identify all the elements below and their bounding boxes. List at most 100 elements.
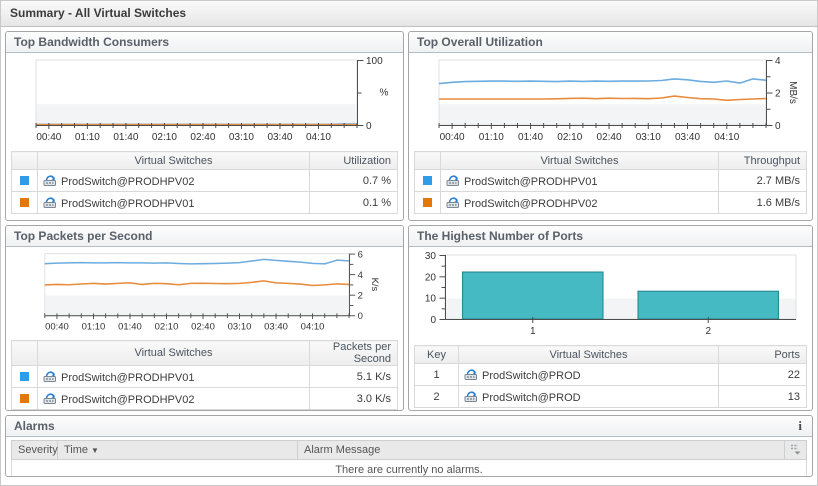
- svg-text:02:40: 02:40: [597, 132, 622, 143]
- svg-text:0: 0: [366, 121, 372, 132]
- svg-text:01:10: 01:10: [479, 132, 504, 143]
- legend-swatch: [20, 372, 29, 382]
- virtual-switch-name-cell: ProdSwitch@PRODHPV02: [37, 387, 310, 410]
- column-header-virtual-switches: Virtual Switches: [37, 151, 310, 170]
- utilization-chart: 0 2 4 MB/s 00:40 01:10 01:40 02:10 02:40 03:10 03:…: [438, 56, 798, 143]
- legend-swatch-cell: [11, 191, 38, 214]
- legend-swatch-cell: [11, 169, 38, 192]
- panel-title-ports: The Highest Number of Ports: [417, 229, 584, 243]
- panel-overall-utilization: Top Overall Utilization 0 2 4 MB/s 00:40 01:1…: [408, 31, 813, 221]
- column-header-packets-per-second: Packets per Second: [309, 340, 398, 366]
- virtual-switch-name: ProdSwitch@PRODHPV02: [61, 393, 195, 406]
- virtual-switch-name: ProdSwitch@PROD: [482, 391, 581, 404]
- column-header-virtual-switches: Virtual Switches: [440, 151, 719, 170]
- svg-text:02:40: 02:40: [191, 321, 215, 332]
- ports-table: Key Virtual Switches Ports 1 ProdSwitch@P…: [414, 345, 807, 408]
- packets-chart: 0 2 4 6 K/s 00:40 01:10 01:40 02:10 02:40 03:10 03:…: [44, 249, 380, 332]
- table-row[interactable]: ProdSwitch@PRODHPV01 5.1 K/s: [11, 365, 398, 388]
- svg-text:6: 6: [358, 249, 363, 260]
- svg-text:20: 20: [425, 272, 437, 283]
- value-cell: 3.0 K/s: [309, 387, 398, 410]
- svg-text:01:10: 01:10: [75, 132, 100, 143]
- table-row[interactable]: 2 ProdSwitch@PROD 13: [414, 385, 807, 408]
- svg-text:03:40: 03:40: [675, 132, 700, 143]
- virtual-switch-icon: [43, 196, 61, 210]
- value-cell: 0.1 %: [309, 191, 398, 214]
- dashboard-content: Top Bandwidth Consumers 0 100% 00:40 01:10 0…: [1, 27, 817, 481]
- panel-title-packets: Top Packets per Second: [14, 229, 153, 243]
- column-header-key: Key: [414, 345, 459, 364]
- sort-descending-icon: ▼: [91, 446, 99, 455]
- panel-highest-number-of-ports: The Highest Number of Ports 0 10 20 30 1 2 Ke…: [408, 225, 813, 411]
- value-cell: 5.1 K/s: [309, 365, 398, 388]
- svg-text:02:10: 02:10: [155, 321, 179, 332]
- column-header-swatch: [11, 340, 38, 366]
- svg-text:03:10: 03:10: [228, 321, 252, 332]
- svg-text:0: 0: [358, 311, 363, 322]
- legend-swatch: [423, 198, 432, 208]
- legend-swatch-cell: [414, 169, 441, 192]
- panel-title-utilization: Top Overall Utilization: [417, 35, 543, 49]
- table-row[interactable]: ProdSwitch@PRODHPV02 3.0 K/s: [11, 387, 398, 410]
- bandwidth-chart: 0 100% 00:40 01:10 01:40 02:10 02:40 03:10 03:40…: [35, 56, 389, 143]
- virtual-switch-name-cell: ProdSwitch@PRODHPV02: [37, 169, 310, 192]
- svg-text:00:40: 00:40: [45, 321, 69, 332]
- svg-text:03:10: 03:10: [229, 132, 254, 143]
- panel-alarms: Alarms i Severity Time ▼ Alarm Message: [5, 415, 813, 477]
- table-customizer-cell[interactable]: [784, 440, 807, 460]
- key-cell: 1: [414, 363, 459, 386]
- panel-title-alarms: Alarms: [14, 419, 55, 433]
- svg-text:2: 2: [358, 291, 363, 302]
- svg-text:02:10: 02:10: [152, 132, 177, 143]
- virtual-switch-icon: [43, 392, 61, 406]
- table-row[interactable]: 1 ProdSwitch@PROD 22: [414, 363, 807, 386]
- svg-text:01:10: 01:10: [82, 321, 106, 332]
- table-row[interactable]: ProdSwitch@PRODHPV01 2.7 MB/s: [414, 169, 807, 192]
- bandwidth-legend-table: Virtual Switches Utilization ProdSwitch@…: [11, 151, 398, 214]
- legend-swatch: [20, 198, 29, 208]
- svg-text:2: 2: [705, 326, 711, 337]
- svg-text:MB/s: MB/s: [787, 81, 798, 104]
- legend-swatch: [20, 176, 29, 186]
- virtual-switch-icon: [446, 174, 464, 188]
- table-row[interactable]: ProdSwitch@PRODHPV01 0.1 %: [11, 191, 398, 214]
- legend-swatch-cell: [11, 365, 38, 388]
- svg-text:2: 2: [775, 89, 781, 100]
- info-icon[interactable]: i: [798, 418, 802, 433]
- svg-text:100: 100: [366, 56, 383, 67]
- value-cell: 22: [718, 363, 807, 386]
- virtual-switch-name-cell: ProdSwitch@PROD: [458, 363, 719, 386]
- alarms-table: Severity Time ▼ Alarm Message T: [11, 440, 807, 476]
- table-row[interactable]: ProdSwitch@PRODHPV02 1.6 MB/s: [414, 191, 807, 214]
- virtual-switch-name: ProdSwitch@PROD: [482, 369, 581, 382]
- table-row[interactable]: ProdSwitch@PRODHPV02 0.7 %: [11, 169, 398, 192]
- svg-text:4: 4: [358, 270, 363, 281]
- panel-title-bandwidth: Top Bandwidth Consumers: [14, 35, 170, 49]
- column-header-swatch: [11, 151, 38, 170]
- panel-packets-per-second: Top Packets per Second 0 2 4 6 K/s 00:40 01:10…: [5, 225, 404, 411]
- svg-text:K/s: K/s: [369, 278, 380, 292]
- legend-swatch-cell: [11, 387, 38, 410]
- packets-legend-table: Virtual Switches Packets per Second Prod…: [11, 340, 398, 410]
- svg-text:02:40: 02:40: [190, 132, 215, 143]
- virtual-switch-name: ProdSwitch@PRODHPV02: [61, 175, 195, 188]
- svg-text:01:40: 01:40: [518, 132, 543, 143]
- column-header-severity[interactable]: Severity: [11, 440, 58, 460]
- virtual-switch-name: ProdSwitch@PRODHPV02: [464, 197, 598, 210]
- legend-swatch: [20, 394, 29, 404]
- svg-text:10: 10: [425, 294, 437, 305]
- legend-swatch: [423, 176, 432, 186]
- page-title: Summary - All Virtual Switches: [1, 1, 817, 27]
- value-cell: 0.7 %: [309, 169, 398, 192]
- column-header-ports: Ports: [718, 345, 807, 364]
- column-header-time[interactable]: Time ▼: [57, 440, 298, 460]
- virtual-switch-name: ProdSwitch@PRODHPV01: [61, 197, 195, 210]
- value-cell: 13: [718, 385, 807, 408]
- virtual-switch-name-cell: ProdSwitch@PROD: [458, 385, 719, 408]
- virtual-switch-icon: [464, 390, 482, 404]
- svg-text:03:10: 03:10: [636, 132, 661, 143]
- column-header-alarm-message[interactable]: Alarm Message: [297, 440, 785, 460]
- column-header-throughput: Throughput: [718, 151, 807, 170]
- alarms-empty-message: There are currently no alarms.: [11, 459, 807, 476]
- virtual-switch-icon: [464, 368, 482, 382]
